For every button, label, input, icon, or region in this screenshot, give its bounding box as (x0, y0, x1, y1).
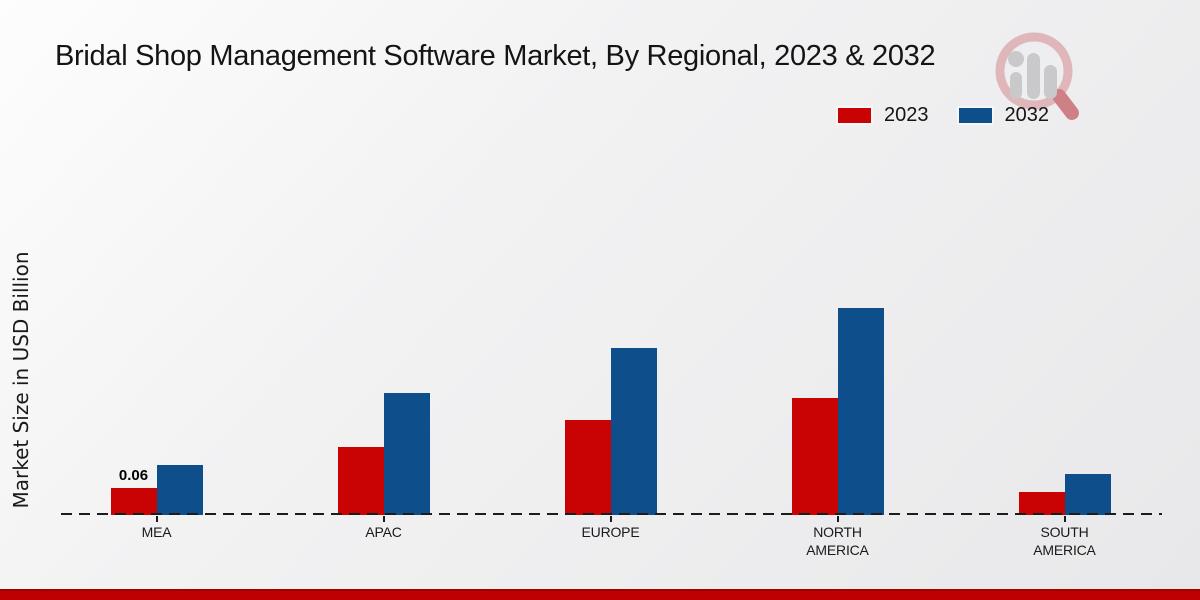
bar-2023-mea (110, 488, 157, 515)
legend-label-2023: 2023 (884, 104, 929, 126)
x-axis-label-europe: EUROPE (581, 524, 640, 540)
magnifier-bar-chart-logo-icon (995, 32, 1079, 120)
bar-2032-south-america (1064, 474, 1111, 515)
bar-2032-mea (156, 465, 203, 515)
bar-value-label-2023-mea: 0.06 (118, 467, 149, 484)
x-axis-label-south-america: SOUTH AMERICA (1033, 524, 1096, 559)
x-axis-tick-north-america (836, 516, 839, 522)
legend-label-2032: 2032 (1004, 104, 1050, 126)
y-axis-title: Market Size in USD Billion (9, 251, 33, 509)
legend-item-2023: 2023 (838, 104, 929, 127)
legend-item-2032: 2032 (958, 104, 1050, 127)
chart-title: Bridal Shop Management Software Market, … (55, 40, 936, 72)
x-axis-label-north-america: NORTH AMERICA (806, 524, 869, 559)
bar-2023-europe (564, 420, 611, 515)
bar-2023-north-america (791, 398, 838, 515)
x-axis-tick-apac (382, 516, 385, 522)
legend-swatch-2032 (958, 108, 992, 123)
x-axis-tick-south-america (1063, 516, 1066, 522)
legend: 2023 2032 (838, 104, 1049, 127)
bar-2023-south-america (1018, 492, 1065, 515)
x-axis-tick-europe (609, 516, 612, 522)
bar-2032-north-america (837, 308, 884, 515)
x-axis-tick-mea (155, 516, 158, 522)
bar-2032-europe (610, 348, 657, 515)
bottom-accent-band (0, 589, 1200, 600)
x-axis-baseline (61, 513, 1162, 515)
bar-2023-apac (337, 447, 384, 515)
bar-2032-apac (383, 393, 430, 515)
x-axis-label-mea: MEA (141, 524, 172, 540)
legend-swatch-2023 (838, 108, 871, 123)
x-axis-label-apac: APAC (365, 524, 402, 540)
